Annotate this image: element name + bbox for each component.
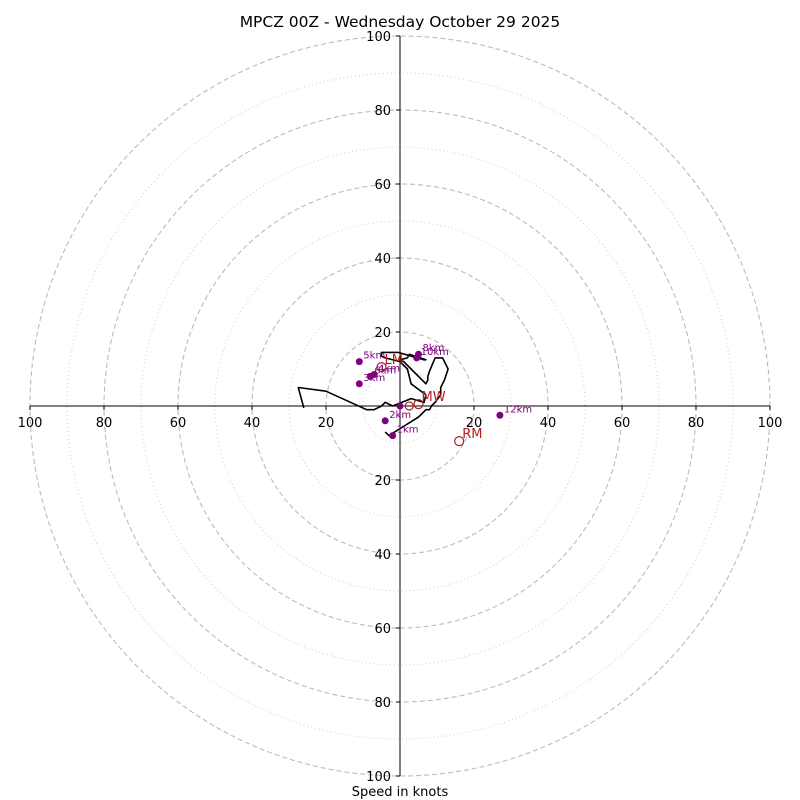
- height-label-12km: 12km: [504, 404, 532, 415]
- extra-marker-0: [404, 401, 414, 411]
- y-tick-label: 80: [374, 104, 391, 119]
- hodograph-trace: [297, 351, 449, 437]
- height-marker-3km: [355, 380, 363, 388]
- storm-motion-label-lm: LM: [385, 353, 403, 368]
- y-tick-label: 80: [374, 696, 391, 711]
- x-axis-label: Speed in knots: [352, 785, 449, 800]
- height-label-2km: 2km: [389, 410, 411, 421]
- y-tick-label: 100: [366, 30, 391, 45]
- height-marker-10km: [413, 354, 421, 362]
- x-tick-label: 100: [758, 416, 783, 431]
- x-tick-label: 80: [688, 416, 705, 431]
- x-tick-label: 60: [614, 416, 631, 431]
- y-tick-label: 40: [374, 548, 391, 563]
- x-tick-label: 20: [466, 416, 483, 431]
- storm-motion-rm: [454, 436, 465, 447]
- height-label-8km: 8km: [423, 343, 445, 354]
- x-tick-label: 40: [244, 416, 261, 431]
- y-tick-label: 60: [374, 622, 391, 637]
- height-marker-5km: [355, 358, 363, 366]
- height-marker-2km: [381, 417, 389, 425]
- height-marker-12km: [496, 411, 504, 419]
- height-marker-1km: [389, 432, 397, 440]
- x-tick-label: 20: [318, 416, 335, 431]
- hodograph-line: [297, 351, 449, 437]
- tick-labels: 20 20 20 20 40 40 40 40 60 60 60 60 80 80 80 80 100 100 10…: [18, 30, 783, 785]
- y-tick-label: 20: [374, 474, 391, 489]
- chart-title: MPCZ 00Z - Wednesday October 29 2025: [240, 13, 561, 31]
- y-tick-label: 40: [374, 252, 391, 267]
- storm-motion-lm: [376, 362, 387, 373]
- x-tick-label: 100: [18, 416, 43, 431]
- storm-motion-markers: RM LM MW: [376, 353, 482, 447]
- height-label-5km: 5km: [363, 351, 385, 362]
- height-label-6km: 6km: [374, 365, 396, 376]
- height-label-3km: 3km: [363, 373, 385, 384]
- storm-motion-label-mw: MW: [422, 390, 446, 405]
- height-label-10km: 10km: [421, 347, 449, 358]
- x-tick-label: 60: [170, 416, 187, 431]
- storm-motion-label-rm: RM: [462, 427, 482, 442]
- x-tick-label: 40: [540, 416, 557, 431]
- y-tick-label: 20: [374, 326, 391, 341]
- height-label-4km: 4km: [378, 364, 400, 375]
- y-tick-label: 60: [374, 178, 391, 193]
- height-marker-6km: [366, 372, 374, 380]
- height-marker-9: [396, 402, 404, 410]
- height-label-1km: 1km: [397, 425, 419, 436]
- x-tick-label: 80: [96, 416, 113, 431]
- storm-motion-mw: [413, 399, 424, 410]
- y-tick-label: 100: [366, 770, 391, 785]
